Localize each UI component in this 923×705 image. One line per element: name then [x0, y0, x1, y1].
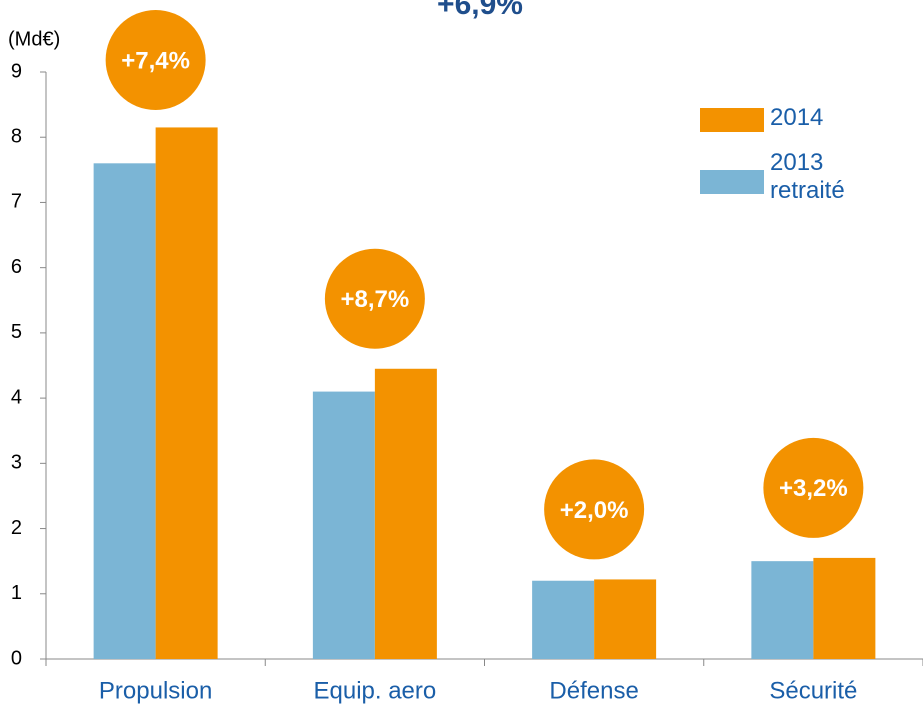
y-tick-label: 5	[11, 321, 22, 343]
bar	[155, 127, 218, 659]
growth-badge	[324, 248, 425, 349]
legend-swatch	[700, 170, 764, 194]
growth-label: +2,0%	[560, 497, 629, 524]
legend-label: 2014	[770, 104, 824, 131]
x-tick-label: Sécurité	[769, 677, 857, 704]
y-tick-label: 0	[11, 647, 22, 669]
growth-label: +3,2%	[779, 475, 848, 502]
y-axis-label: (Md€)	[8, 28, 60, 50]
growth-label: +7,4%	[121, 47, 190, 74]
y-tick-label: 1	[11, 582, 22, 604]
bar	[312, 391, 375, 659]
growth-label: +8,7%	[341, 286, 410, 313]
y-tick-label: 7	[11, 191, 22, 213]
bar	[813, 557, 876, 659]
bar	[532, 580, 595, 659]
bar	[751, 561, 814, 659]
legend-label: 2013 retraité	[770, 149, 845, 204]
x-tick-label: Défense	[549, 677, 638, 704]
x-tick-label: Propulsion	[99, 677, 212, 704]
y-tick-label: 8	[11, 126, 22, 148]
y-tick-label: 6	[11, 256, 22, 278]
bar	[93, 163, 156, 660]
y-tick-label: 4	[11, 386, 22, 408]
y-tick-label: 9	[11, 60, 22, 82]
growth-badge	[105, 10, 206, 110]
y-tick-label: 2	[11, 517, 22, 539]
chart-title: +6,9%	[437, 0, 523, 21]
legend-swatch	[700, 108, 764, 132]
growth-badge	[763, 437, 864, 538]
growth-badge	[544, 459, 645, 560]
bar	[594, 579, 657, 659]
x-tick-label: Equip. aero	[313, 677, 436, 704]
bar	[374, 368, 437, 659]
y-tick-label: 3	[11, 452, 22, 474]
